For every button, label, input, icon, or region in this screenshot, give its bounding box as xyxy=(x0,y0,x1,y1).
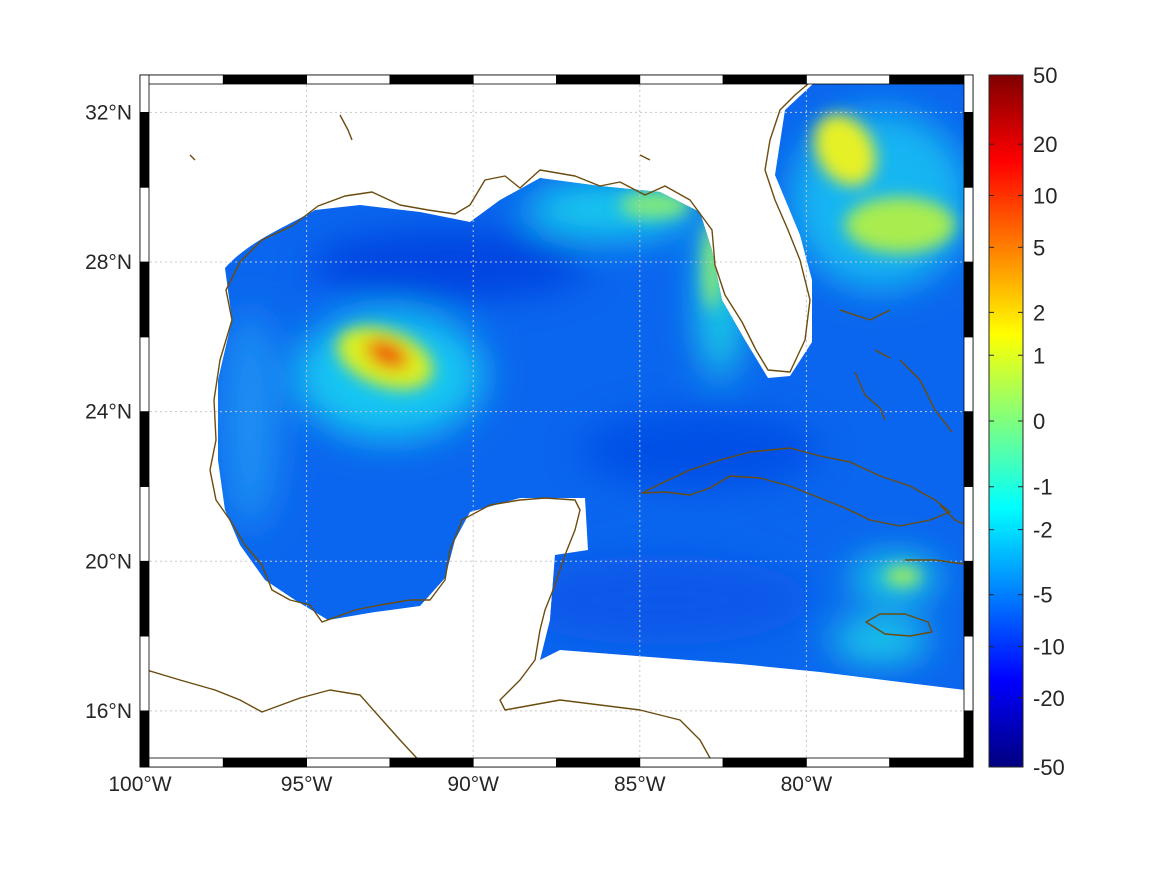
frame-segment-right xyxy=(963,112,974,188)
frame-segment-left xyxy=(139,560,150,637)
x-tick-label: 80°W xyxy=(781,773,833,796)
deep-blue-band-north xyxy=(310,230,590,300)
deep-blue-band-south xyxy=(580,410,820,490)
frame-segment-left xyxy=(139,74,150,113)
jamaica xyxy=(865,613,933,637)
frame-segment-top xyxy=(222,74,308,85)
frame-segment-top xyxy=(722,74,807,85)
frame-segment-bottom xyxy=(556,757,641,768)
frame-segment-top xyxy=(806,74,891,85)
y-tick-label: 32°N xyxy=(85,101,132,124)
frame-segment-right xyxy=(963,560,974,637)
frame-segment-left xyxy=(139,635,150,712)
frame-segment-top xyxy=(389,74,474,85)
frame-segment-right xyxy=(963,486,974,562)
map-grid xyxy=(140,75,973,767)
y-tick-labels: 32°N 28°N 24°N 20°N 16°N xyxy=(85,101,132,722)
lake-and-islands xyxy=(189,114,651,161)
x-tick-label: 85°W xyxy=(614,773,666,796)
west-coast-light xyxy=(220,310,280,530)
deep-blue-caribbean xyxy=(510,555,810,645)
frame-segment-top xyxy=(556,74,641,85)
x-tick-labels: 100°W 95°W 90°W 85°W 80°W xyxy=(108,773,832,796)
frame-segment-top xyxy=(472,74,557,85)
frame-segment-bottom xyxy=(639,757,724,768)
mexico-coast xyxy=(209,469,716,767)
x-tick-label: 95°W xyxy=(281,773,333,796)
colorbar-tick-label: -20 xyxy=(1033,686,1065,711)
frame-segment-bottom xyxy=(472,757,557,768)
jamaica-cyan xyxy=(830,618,930,662)
y-tick-label: 24°N xyxy=(85,401,132,424)
frame-segment-left xyxy=(139,336,150,413)
haiti-green xyxy=(885,566,921,586)
eddy-red-core xyxy=(376,345,400,363)
colorbar-tick-label: 2 xyxy=(1033,300,1045,325)
frame-segment-bottom xyxy=(389,757,474,768)
frame-segment-right xyxy=(963,411,974,487)
frame-segment-right xyxy=(963,186,974,263)
frame-segment-right xyxy=(963,74,974,113)
gs-green xyxy=(845,197,955,253)
frame-segment-bottom xyxy=(222,757,308,768)
colorbar-tick-label: 0 xyxy=(1033,409,1045,434)
colorbar-tick-label: -2 xyxy=(1033,518,1053,543)
ocean-field xyxy=(218,82,965,690)
bahamas xyxy=(839,309,953,433)
cuba xyxy=(641,447,951,527)
north-shelf-green xyxy=(620,191,690,219)
us-gulf-coast xyxy=(140,77,816,767)
frame-segment-bottom xyxy=(306,757,391,768)
colorbar-tick-label: 50 xyxy=(1033,63,1057,88)
frame-segment-left xyxy=(139,261,150,338)
frame-segment-top xyxy=(889,74,974,85)
colorbar-tick-label: -1 xyxy=(1033,475,1053,500)
colorbar-tick-label: -5 xyxy=(1033,583,1053,608)
x-tick-label: 100°W xyxy=(108,773,171,796)
y-tick-label: 28°N xyxy=(85,251,132,274)
frame-segment-bottom xyxy=(889,757,974,768)
frame-segment-bottom xyxy=(139,757,224,768)
y-tick-label: 20°N xyxy=(85,550,132,573)
colorbar-tick-label: 1 xyxy=(1033,343,1045,368)
frame-segment-top xyxy=(139,74,224,85)
frame-segment-left xyxy=(139,710,150,768)
colorbar-tick-label: 20 xyxy=(1033,132,1057,157)
frame-segment-bottom xyxy=(722,757,807,768)
colorbar-tick-label: -10 xyxy=(1033,635,1065,660)
frame-segment-left xyxy=(139,486,150,562)
coastlines xyxy=(140,77,973,767)
colorbar-tick-label: 5 xyxy=(1033,235,1045,260)
y-tick-label: 16°N xyxy=(85,700,132,723)
map-frame xyxy=(139,74,974,768)
frame-segment-bottom xyxy=(806,757,891,768)
frame-segment-top xyxy=(306,74,391,85)
frame-segment-left xyxy=(139,112,150,188)
frame-segment-right xyxy=(963,336,974,413)
frame-segment-right xyxy=(963,261,974,338)
gs-yellow xyxy=(814,114,876,186)
x-tick-label: 90°W xyxy=(447,773,499,796)
frame-segment-left xyxy=(139,186,150,263)
colorbar-tick-label: -50 xyxy=(1033,755,1065,780)
colorbar-bar xyxy=(988,74,1024,768)
frame-segment-top xyxy=(639,74,724,85)
frame-segment-right xyxy=(963,635,974,712)
frame-segment-left xyxy=(139,411,150,487)
colorbar-tick-label: 10 xyxy=(1033,183,1057,208)
frame-segment-right xyxy=(963,710,974,768)
